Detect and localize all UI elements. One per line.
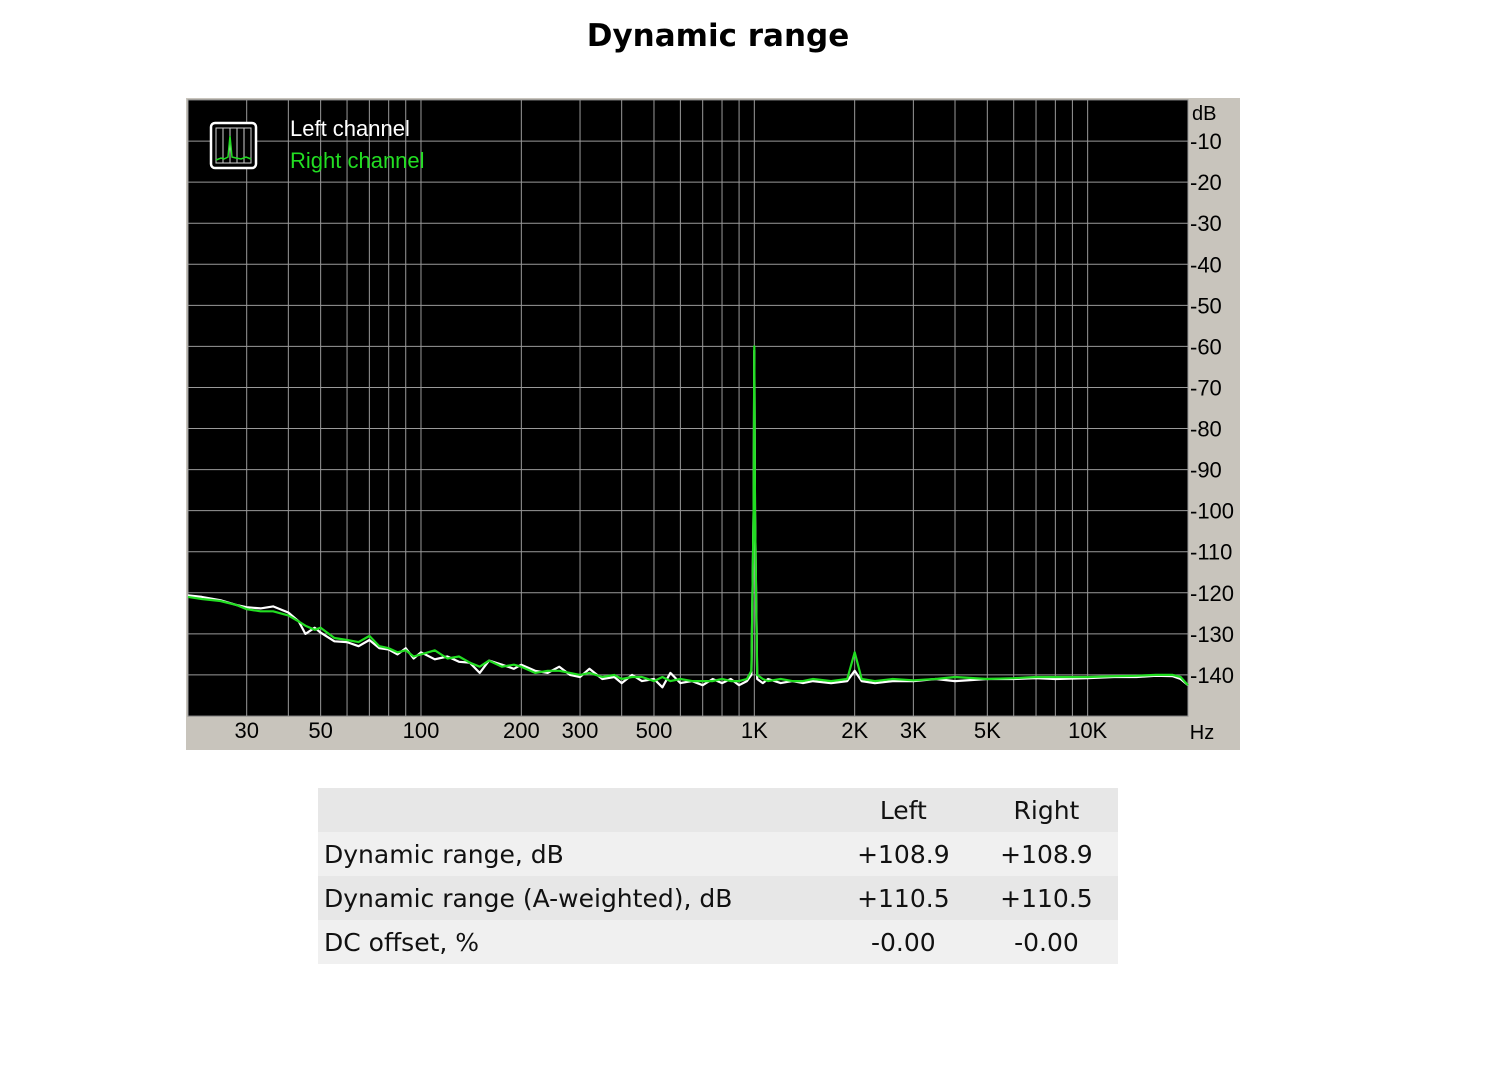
row-right-value: +110.5 bbox=[974, 876, 1118, 920]
table-row: DC offset, % -0.00 -0.00 bbox=[318, 920, 1118, 964]
y-tick-label: -60 bbox=[1190, 334, 1222, 359]
x-tick-label: 2K bbox=[841, 718, 868, 743]
y-tick-label: -10 bbox=[1190, 129, 1222, 154]
x-tick-label: 100 bbox=[403, 718, 440, 743]
y-tick-label: -140 bbox=[1190, 663, 1234, 688]
table-header-right: Right bbox=[974, 788, 1118, 832]
page-title: Dynamic range bbox=[586, 18, 850, 54]
legend-entry-right: Right channel bbox=[290, 148, 425, 173]
y-tick-label: -50 bbox=[1190, 293, 1222, 318]
y-tick-label: -100 bbox=[1190, 499, 1234, 524]
x-tick-label: 3K bbox=[900, 718, 927, 743]
row-label: Dynamic range (A-weighted), dB bbox=[318, 876, 832, 920]
table-row: Dynamic range (A-weighted), dB +110.5 +1… bbox=[318, 876, 1118, 920]
series-layer bbox=[187, 345, 1189, 689]
results-table: Left Right Dynamic range, dB +108.9 +108… bbox=[318, 788, 1118, 964]
y-tick-label: -40 bbox=[1190, 252, 1222, 277]
y-tick-label: -80 bbox=[1190, 417, 1222, 442]
axes: -10 -20 -30 -40 -50 -60 -70 -80 -90 -100 -110 -120 -… bbox=[234, 103, 1234, 744]
x-tick-label: 5K bbox=[974, 718, 1001, 743]
x-tick-label: 500 bbox=[636, 718, 673, 743]
row-label: Dynamic range, dB bbox=[318, 832, 832, 876]
grid bbox=[187, 100, 1189, 716]
y-tick-label: -110 bbox=[1190, 540, 1232, 565]
x-tick-label: 1K bbox=[741, 718, 768, 743]
row-left-value: +110.5 bbox=[831, 876, 975, 920]
y-tick-label: -120 bbox=[1190, 581, 1234, 606]
legend: Left channel Right channel bbox=[209, 116, 425, 173]
y-tick-label: -70 bbox=[1190, 375, 1222, 400]
table-row: Dynamic range, dB +108.9 +108.9 bbox=[318, 832, 1118, 876]
y-tick-label: -20 bbox=[1190, 170, 1222, 195]
legend-icon bbox=[209, 121, 258, 170]
x-tick-label: 30 bbox=[234, 718, 258, 743]
y-unit-label: dB bbox=[1192, 103, 1216, 125]
y-tick-label: -30 bbox=[1190, 211, 1222, 236]
row-left-value: -0.00 bbox=[831, 920, 975, 964]
spectrum-chart: Left channel Right channel -10 -20 -30 -40-… bbox=[186, 98, 1240, 750]
x-unit-label: Hz bbox=[1190, 722, 1214, 744]
row-right-value: -0.00 bbox=[974, 920, 1118, 964]
plot-area bbox=[187, 99, 1189, 717]
legend-entry-left: Left channel bbox=[290, 116, 410, 141]
chart-svg: Left channel Right channel -10-20-30-40-… bbox=[186, 98, 1240, 750]
table-header-label bbox=[318, 788, 832, 832]
x-tick-label: 10K bbox=[1068, 718, 1107, 743]
x-tick-label: 300 bbox=[562, 718, 599, 743]
row-left-value: +108.9 bbox=[831, 832, 975, 876]
row-label: DC offset, % bbox=[318, 920, 832, 964]
table-header-left: Left bbox=[831, 788, 975, 832]
y-tick-label: -90 bbox=[1190, 458, 1222, 483]
row-right-value: +108.9 bbox=[974, 832, 1118, 876]
y-tick-label: -130 bbox=[1190, 622, 1234, 647]
x-tick-label: 200 bbox=[503, 718, 540, 743]
table-header-row: Left Right bbox=[318, 788, 1118, 832]
x-tick-label: 50 bbox=[308, 718, 332, 743]
series-line-right-channel bbox=[187, 345, 1189, 686]
